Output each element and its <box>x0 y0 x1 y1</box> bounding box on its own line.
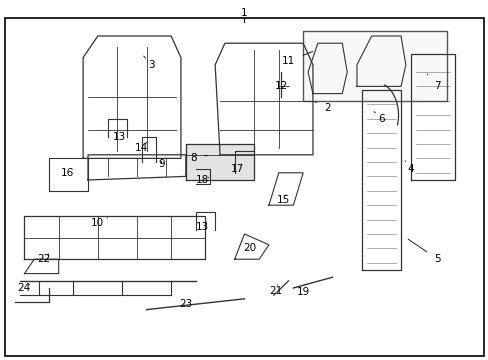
Text: 14: 14 <box>135 142 148 153</box>
Text: 21: 21 <box>269 284 283 296</box>
Text: 18: 18 <box>196 175 209 185</box>
Text: 12: 12 <box>274 81 287 91</box>
Text: 2: 2 <box>315 102 330 113</box>
Text: 11: 11 <box>281 51 312 66</box>
Text: 24: 24 <box>17 283 30 293</box>
Text: 9: 9 <box>158 159 164 169</box>
Text: 17: 17 <box>230 164 244 174</box>
Text: 13: 13 <box>196 222 209 232</box>
Text: 16: 16 <box>61 168 74 178</box>
Text: 5: 5 <box>407 239 440 264</box>
Polygon shape <box>185 144 254 180</box>
Text: 13: 13 <box>113 132 126 142</box>
Text: 1: 1 <box>241 8 247 20</box>
Text: 6: 6 <box>373 112 384 124</box>
Bar <box>303 31 447 101</box>
Text: 15: 15 <box>276 194 290 205</box>
Text: 19: 19 <box>296 284 309 297</box>
Text: 8: 8 <box>189 153 207 163</box>
Text: 10: 10 <box>91 218 107 228</box>
Text: 23: 23 <box>179 299 192 309</box>
Text: 3: 3 <box>143 56 155 70</box>
Text: 22: 22 <box>37 254 51 264</box>
Text: 7: 7 <box>427 74 440 91</box>
Text: 20: 20 <box>243 243 255 253</box>
Text: 4: 4 <box>404 161 413 174</box>
